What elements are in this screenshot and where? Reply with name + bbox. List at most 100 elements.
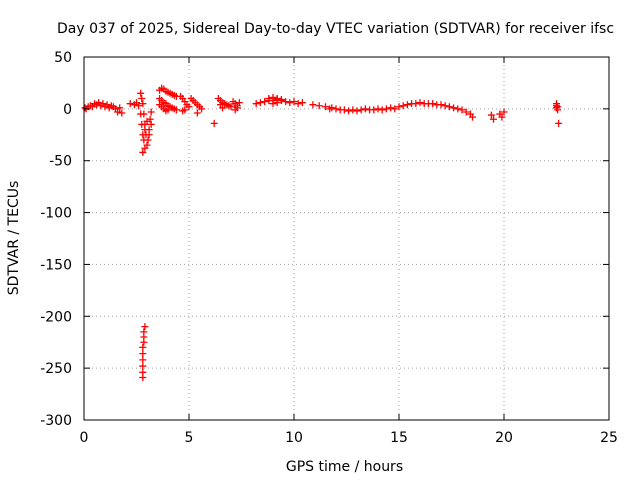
- data-point: [340, 106, 348, 114]
- data-points: [81, 84, 563, 381]
- data-point: [462, 108, 470, 116]
- data-point: [143, 117, 151, 125]
- data-point: [141, 144, 149, 152]
- data-point: [269, 100, 277, 108]
- y-tick-label: 50: [54, 50, 72, 66]
- data-point: [116, 104, 124, 112]
- x-axis-label: GPS time / hours: [286, 459, 403, 475]
- data-point: [185, 103, 193, 111]
- data-point: [138, 94, 146, 102]
- y-tick-label: -300: [40, 413, 72, 429]
- data-point: [487, 111, 495, 119]
- data-point: [114, 108, 122, 116]
- data-point: [139, 343, 147, 351]
- data-point: [403, 101, 411, 109]
- data-point: [416, 99, 424, 107]
- data-point: [235, 99, 243, 107]
- data-point: [277, 96, 285, 104]
- x-tick-label: 10: [285, 430, 303, 446]
- data-point: [399, 102, 407, 110]
- data-point: [140, 136, 148, 144]
- y-tick-label: -100: [40, 206, 72, 222]
- data-point: [370, 106, 378, 114]
- data-point: [147, 108, 155, 116]
- plot-frame: [83, 56, 610, 421]
- data-point: [172, 106, 180, 114]
- data-point: [361, 105, 369, 113]
- data-point: [391, 105, 399, 113]
- data-point: [429, 100, 437, 108]
- data-point: [141, 323, 149, 331]
- chart-title: Day 037 of 2025, Sidereal Day-to-day VTE…: [57, 21, 614, 37]
- data-point: [328, 104, 336, 112]
- data-point: [315, 102, 323, 110]
- data-point: [357, 106, 365, 114]
- data-point: [137, 89, 145, 97]
- y-tick-label: -200: [40, 309, 72, 325]
- x-tick-label: 15: [390, 430, 408, 446]
- data-point: [227, 103, 235, 111]
- data-point: [441, 102, 449, 110]
- data-point: [139, 350, 147, 358]
- data-point: [233, 104, 241, 112]
- data-point: [450, 104, 458, 112]
- data-point: [282, 98, 290, 106]
- data-point: [345, 107, 353, 115]
- data-point: [139, 368, 147, 376]
- data-point: [252, 100, 260, 108]
- data-point: [500, 108, 508, 116]
- data-point: [454, 105, 462, 113]
- x-tick-label: 25: [600, 430, 618, 446]
- data-point: [140, 328, 148, 336]
- data-point: [412, 100, 420, 108]
- data-point: [198, 105, 206, 113]
- x-tick-label: 20: [495, 430, 513, 446]
- data-point: [309, 101, 317, 109]
- data-point: [139, 148, 147, 156]
- y-axis-label: SDTVAR / TECUs: [6, 181, 22, 296]
- axis-ticks: 0 5 10 15 20 25 -300 -250 -200 -150 -100 -50 0 50: [40, 50, 618, 446]
- data-point: [193, 109, 201, 117]
- y-tick-label: -250: [40, 361, 72, 377]
- data-point: [219, 104, 227, 112]
- data-point: [141, 126, 149, 134]
- data-point: [137, 110, 145, 118]
- data-point: [395, 103, 403, 111]
- data-point: [382, 105, 390, 113]
- data-point: [139, 100, 147, 108]
- data-point: [322, 103, 329, 111]
- data-point: [353, 107, 361, 115]
- data-point: [256, 99, 264, 107]
- data-point: [469, 113, 476, 121]
- data-point: [490, 115, 497, 123]
- data-point: [81, 104, 89, 112]
- data-point: [378, 106, 386, 114]
- data-point: [458, 106, 466, 114]
- data-point: [126, 100, 134, 108]
- data-point: [139, 131, 147, 139]
- x-tick-label: 0: [80, 430, 89, 446]
- data-point: [555, 119, 563, 127]
- data-point: [265, 94, 273, 102]
- data-point: [445, 103, 453, 111]
- y-tick-label: 0: [63, 102, 72, 118]
- data-point: [181, 106, 189, 114]
- data-point: [145, 131, 153, 139]
- data-point: [273, 99, 281, 107]
- data-point: [138, 120, 146, 128]
- data-point: [164, 106, 172, 114]
- data-point: [261, 98, 269, 106]
- data-point: [374, 105, 382, 113]
- data-point: [210, 119, 218, 127]
- data-point: [135, 102, 143, 110]
- data-point: [498, 113, 506, 121]
- data-point: [118, 109, 126, 117]
- data-point: [387, 104, 395, 112]
- x-tick-label: 5: [185, 430, 194, 446]
- data-point: [290, 98, 298, 106]
- data-point: [147, 120, 155, 128]
- y-tick-label: -50: [49, 154, 72, 170]
- data-point: [139, 362, 147, 370]
- data-point: [554, 103, 562, 111]
